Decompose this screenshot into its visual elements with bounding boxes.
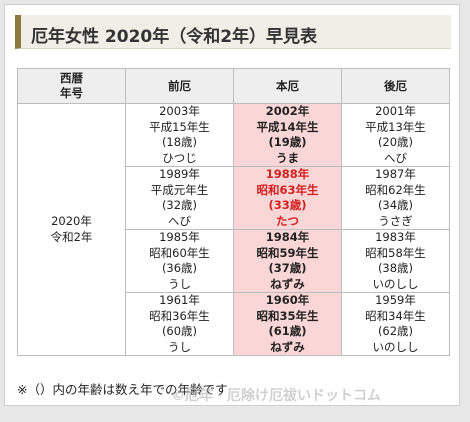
birth-year: 1960年: [265, 293, 310, 307]
zodiac: ねずみ: [270, 276, 305, 291]
era-year: 昭和58年生: [365, 245, 426, 260]
age: (18歳): [161, 135, 198, 149]
zodiac: へび: [384, 150, 407, 165]
era-year: 昭和34年生: [365, 308, 426, 323]
era-year: 平成14年生: [256, 119, 319, 134]
era-year: 昭和60年生: [149, 245, 210, 260]
era-year: 平成15年生: [149, 119, 210, 134]
zodiac: ねずみ: [270, 339, 305, 354]
age: (61歳): [268, 324, 307, 338]
header-maeyaku: 前厄: [125, 68, 234, 104]
era-year: 昭和59年生: [256, 245, 319, 260]
zodiac: たつ: [276, 213, 299, 228]
header-year-line-2: 年号: [60, 86, 83, 100]
copyright-watermark: ©厄年・厄除け厄祓いドットコム: [171, 388, 381, 404]
header-atoyaku: 後厄: [341, 68, 450, 104]
zodiac: うま: [276, 150, 299, 165]
page-title: 厄年女性 2020年（令和2年）早見表: [31, 27, 318, 47]
era-year: 昭和62年生: [365, 182, 426, 197]
yakudoshi-table: 西暦 年号 前厄 本厄 後厄 2020年 令和2年 2003年 平成15年生 (…: [17, 68, 450, 356]
birth-year: 1988年: [265, 167, 310, 181]
honyaku-cell-highlight: 1988年 昭和63年生 (33歳) たつ: [233, 166, 342, 230]
header-honyaku: 本厄: [233, 68, 342, 104]
birth-year: 2002年: [265, 104, 310, 118]
era-year: 昭和63年生: [256, 182, 319, 197]
zodiac: うし: [168, 339, 191, 354]
birth-year: 2001年: [375, 104, 416, 118]
age: (33歳): [268, 198, 307, 212]
age: (20歳): [377, 135, 414, 149]
birth-year: 2003年: [159, 104, 200, 118]
era-year: 昭和35年生: [256, 308, 319, 323]
current-year-era: 令和2年: [50, 229, 93, 244]
age: (62歳): [377, 324, 414, 338]
atoyaku-cell: 1959年 昭和34年生 (62歳) いのしし: [341, 292, 450, 356]
age: (32歳): [161, 198, 198, 212]
zodiac: へび: [168, 213, 191, 228]
birth-year: 1987年: [375, 167, 416, 181]
birth-year: 1989年: [159, 167, 200, 181]
honyaku-cell: 1960年 昭和35年生 (61歳) ねずみ: [233, 292, 342, 356]
header-year: 西暦 年号: [17, 68, 126, 104]
current-year-cell: 2020年 令和2年: [17, 103, 126, 356]
zodiac: うし: [168, 276, 191, 291]
chart-frame: 厄年女性 2020年（令和2年）早見表 西暦 年号 前厄 本厄 後厄 202: [4, 4, 460, 406]
era-year: 平成元年生: [150, 182, 209, 197]
age: (36歳): [161, 261, 198, 275]
maeyaku-cell: 1985年 昭和60年生 (36歳) うし: [125, 229, 234, 293]
honyaku-cell: 1984年 昭和59年生 (37歳) ねずみ: [233, 229, 342, 293]
maeyaku-cell: 1961年 昭和36年生 (60歳) うし: [125, 292, 234, 356]
birth-year: 1959年: [375, 293, 416, 307]
header-year-line-1: 西暦: [60, 71, 83, 85]
table-row: 1985年 昭和60年生 (36歳) うし 1984年 昭和59年生 (37歳)…: [18, 229, 450, 293]
maeyaku-cell: 1989年 平成元年生 (32歳) へび: [125, 166, 234, 230]
zodiac: ひつじ: [162, 150, 197, 165]
table-row: 1989年 平成元年生 (32歳) へび 1988年 昭和63年生 (33歳) …: [18, 166, 450, 230]
age: (19歳): [268, 135, 307, 149]
atoyaku-cell: 2001年 平成13年生 (20歳) へび: [341, 103, 450, 167]
table-row: 2020年 令和2年 2003年 平成15年生 (18歳) ひつじ 2002年 …: [17, 103, 450, 356]
birth-year: 1983年: [375, 230, 416, 244]
zodiac: うさぎ: [378, 213, 413, 228]
maeyaku-cell: 2003年 平成15年生 (18歳) ひつじ: [125, 103, 234, 167]
zodiac: いのしし: [372, 339, 419, 354]
header-row: 西暦 年号 前厄 本厄 後厄: [17, 68, 450, 104]
era-year: 平成13年生: [365, 119, 426, 134]
atoyaku-cell: 1983年 昭和58年生 (38歳) いのしし: [341, 229, 450, 293]
birth-year: 1961年: [159, 293, 200, 307]
age: (38歳): [377, 261, 414, 275]
current-year-western: 2020年: [51, 214, 92, 228]
birth-year: 1984年: [265, 230, 310, 244]
footnote: ※（）内の年齢は数え年での年齢です: [17, 382, 228, 397]
age: (34歳): [377, 198, 414, 212]
zodiac: いのしし: [372, 276, 419, 291]
era-year: 昭和36年生: [149, 308, 210, 323]
age: (37歳): [268, 261, 307, 275]
table-row: 1961年 昭和36年生 (60歳) うし 1960年 昭和35年生 (61歳)…: [18, 292, 450, 356]
age: (60歳): [161, 324, 198, 338]
title-bar: 厄年女性 2020年（令和2年）早見表: [15, 15, 451, 49]
atoyaku-cell: 1987年 昭和62年生 (34歳) うさぎ: [341, 166, 450, 230]
birth-year: 1985年: [159, 230, 200, 244]
honyaku-cell: 2002年 平成14年生 (19歳) うま: [233, 103, 342, 167]
